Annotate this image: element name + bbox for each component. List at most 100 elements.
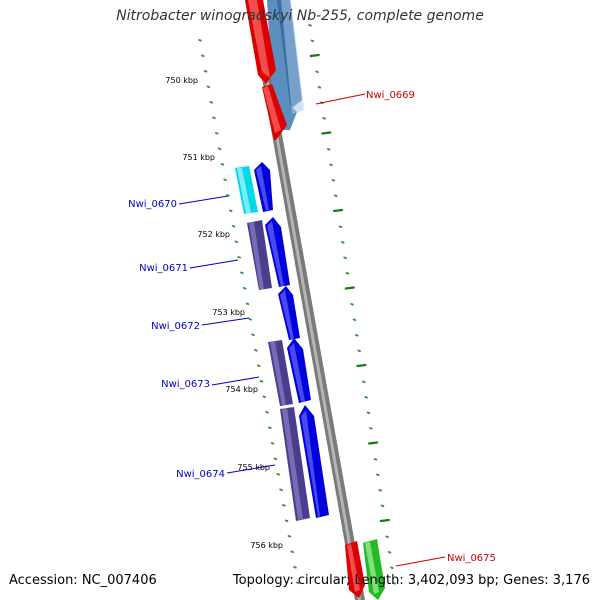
gene-feature-nwi-0675[interactable]: [345, 539, 385, 600]
outer-ring-tick: [366, 411, 371, 415]
gene-feature-nwi-0672[interactable]: [278, 286, 300, 340]
tick-label-755: 755 kbp: [237, 463, 270, 472]
outer-ring-tick: [356, 363, 367, 368]
gene-feature-nwi-0673[interactable]: [268, 338, 311, 406]
gene-label-nwi-0674[interactable]: Nwi_0674: [176, 469, 225, 480]
tick-label-752: 752 kbp: [197, 230, 230, 239]
inner-ring-tick: [198, 39, 202, 42]
outer-ring-tick: [344, 286, 355, 290]
genome-summary-text: Topology: circular; Length: 3,402,093 bp…: [232, 573, 590, 588]
outer-ring-tick: [387, 551, 392, 554]
inner-ring-tick: [276, 473, 280, 476]
outer-ring-tick: [321, 131, 332, 135]
callout-line-nwi-0669: [315, 93, 366, 105]
inner-ring-tick: [217, 147, 222, 151]
outer-ring-tick: [308, 24, 312, 27]
inner-ring-tick: [228, 209, 233, 213]
outer-ring-tick: [380, 504, 385, 508]
outer-ring-tick: [369, 427, 373, 430]
inner-ring-tick: [248, 318, 253, 321]
inner-tick-ring: [198, 39, 300, 585]
outer-ring-tick: [310, 39, 315, 43]
inner-ring-tick: [259, 380, 264, 383]
outer-ring-tick: [376, 473, 380, 477]
inner-ring-tick: [287, 535, 292, 538]
inner-ring-tick: [212, 116, 216, 120]
outer-ring-tick: [385, 535, 389, 539]
inner-ring-tick: [251, 333, 255, 337]
inner-ring-tick: [237, 256, 241, 259]
outer-ring-tick: [373, 458, 378, 461]
outer-ring-tick: [340, 241, 345, 244]
gene-label-nwi-0669[interactable]: Nwi_0669: [366, 90, 415, 101]
inner-ring-tick: [203, 70, 208, 73]
outer-ring-tick: [329, 163, 333, 167]
outer-ring-tick: [338, 225, 343, 229]
outer-ring-tick: [357, 349, 361, 353]
inner-ring-tick: [279, 488, 283, 492]
gene-feature-nwi-0670[interactable]: [235, 162, 273, 214]
inner-ring-tick: [231, 225, 236, 228]
inner-ring-tick: [290, 550, 294, 554]
outer-ring-tick: [378, 489, 382, 492]
inner-ring-tick: [256, 364, 261, 368]
outer-ring-tick: [392, 582, 396, 585]
outer-ring-tick: [326, 148, 331, 151]
outer-tick-ring: [308, 24, 396, 585]
outer-ring-tick: [352, 318, 357, 322]
inner-ring-tick: [268, 426, 272, 430]
callout-line-nwi-0674: [226, 464, 276, 474]
outer-ring-tick: [331, 179, 336, 182]
inner-ring-tick: [273, 457, 278, 461]
tick-label-750: 750 kbp: [165, 76, 198, 85]
inner-ring-tick: [293, 566, 297, 569]
outer-ring-tick: [364, 396, 368, 399]
inner-ring-tick: [234, 240, 239, 244]
inner-ring-tick: [245, 302, 250, 306]
outer-ring-tick: [345, 272, 350, 275]
tick-label-751: 751 kbp: [182, 153, 215, 162]
callout-line-nwi-0673: [211, 376, 260, 386]
gene-feature-nwi-0671[interactable]: [247, 217, 290, 290]
outer-ring-tick: [317, 86, 322, 89]
inner-ring-tick: [240, 271, 244, 275]
inner-ring-tick: [254, 349, 258, 352]
outer-ring-tick: [343, 256, 347, 260]
callout-line-nwi-0671: [189, 259, 239, 269]
callout-line-nwi-0670: [178, 195, 229, 205]
outer-ring-tick: [315, 70, 319, 74]
gene-label-nwi-0675[interactable]: Nwi_0675: [447, 553, 496, 564]
accession-text: Accession: NC_007406: [9, 573, 157, 588]
inner-ring-tick: [209, 101, 213, 104]
gene-feature-nwi-0669[interactable]: [245, 0, 304, 140]
inner-ring-tick: [281, 504, 286, 507]
genome-backbone: [248, 0, 365, 600]
inner-ring-tick: [226, 194, 230, 197]
gene-label-nwi-0673[interactable]: Nwi_0673: [161, 379, 210, 390]
inner-ring-tick: [206, 85, 211, 89]
outer-ring-tick: [309, 53, 320, 58]
inner-ring-tick: [220, 163, 225, 166]
outer-ring-tick: [354, 334, 359, 337]
inner-ring-tick: [214, 132, 219, 135]
tick-label-756: 756 kbp: [250, 541, 283, 550]
inner-ring-tick: [223, 178, 227, 182]
tick-label-754: 754 kbp: [225, 385, 258, 394]
outer-ring-tick: [333, 194, 338, 198]
inner-ring-tick: [262, 395, 267, 399]
gene-feature-nwi-0674[interactable]: [280, 405, 329, 521]
outer-ring-tick: [368, 441, 379, 445]
inner-ring-tick: [270, 442, 275, 445]
callout-line-nwi-0672: [201, 317, 250, 326]
gene-label-nwi-0671[interactable]: Nwi_0671: [139, 263, 188, 274]
gene-label-nwi-0672[interactable]: Nwi_0672: [151, 321, 200, 332]
inner-ring-tick: [284, 519, 289, 523]
inner-ring-tick: [200, 54, 205, 58]
outer-ring-tick: [361, 380, 366, 384]
inner-ring-tick: [295, 581, 300, 585]
gene-label-nwi-0670[interactable]: Nwi_0670: [128, 199, 177, 210]
outer-ring-tick: [322, 117, 326, 120]
outer-ring-tick: [332, 208, 344, 213]
